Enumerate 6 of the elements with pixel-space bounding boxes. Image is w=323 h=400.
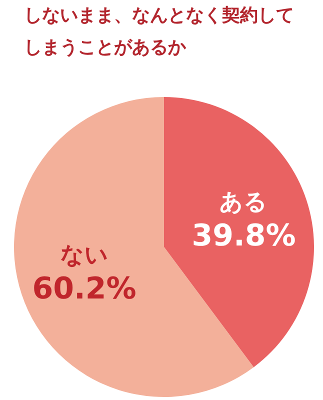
- pie-slice: [164, 97, 314, 368]
- chart-title: しないまま、なんとなく契約してしまうことがあるか: [24, 5, 294, 58]
- data-label: 39.8%: [192, 218, 296, 254]
- data-label: 60.2%: [32, 271, 136, 306]
- slice-label: ある: [220, 190, 268, 216]
- slice-label: ない: [60, 242, 108, 268]
